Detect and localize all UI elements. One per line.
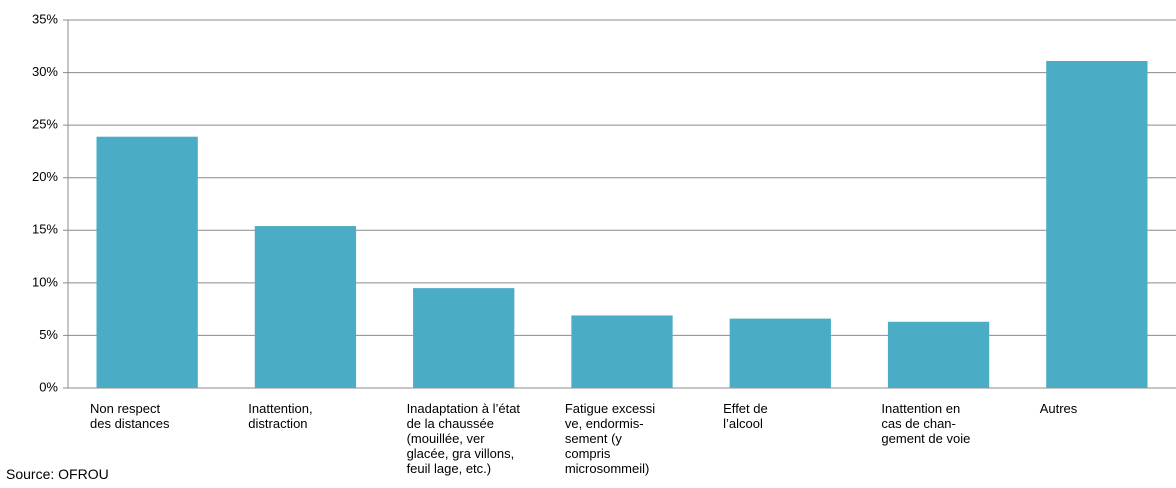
y-tick-label: 15% [32,222,58,237]
y-tick-label: 5% [39,327,58,342]
x-tick-label: Inadaptation à l’état de la chaussée (mo… [406,401,521,476]
bar [254,226,357,388]
bar [729,318,831,388]
x-tick-label: Non respect des distances [90,401,170,431]
y-tick-label: 25% [32,117,58,132]
bar [413,288,515,388]
bar [887,321,990,388]
bar [96,136,198,388]
x-tick-label: Fatigue excessi ve, endormis- sement (y … [564,401,656,476]
source-note: Source: OFROU [6,466,109,482]
x-tick-label: Inattention en cas de chan- gement de vo… [881,401,971,446]
x-tick-label: Effet de l’alcool [723,401,768,431]
x-tick-label: Inattention, distraction [248,401,313,431]
y-tick-label: 10% [32,274,58,289]
x-tick-label: Autres [1039,401,1078,416]
y-tick-label: 35% [32,11,58,26]
y-tick-label: 30% [32,64,58,79]
y-tick-label: 20% [32,169,58,184]
bar [1046,61,1148,389]
bar [571,315,673,388]
y-tick-label: 0% [39,379,58,394]
